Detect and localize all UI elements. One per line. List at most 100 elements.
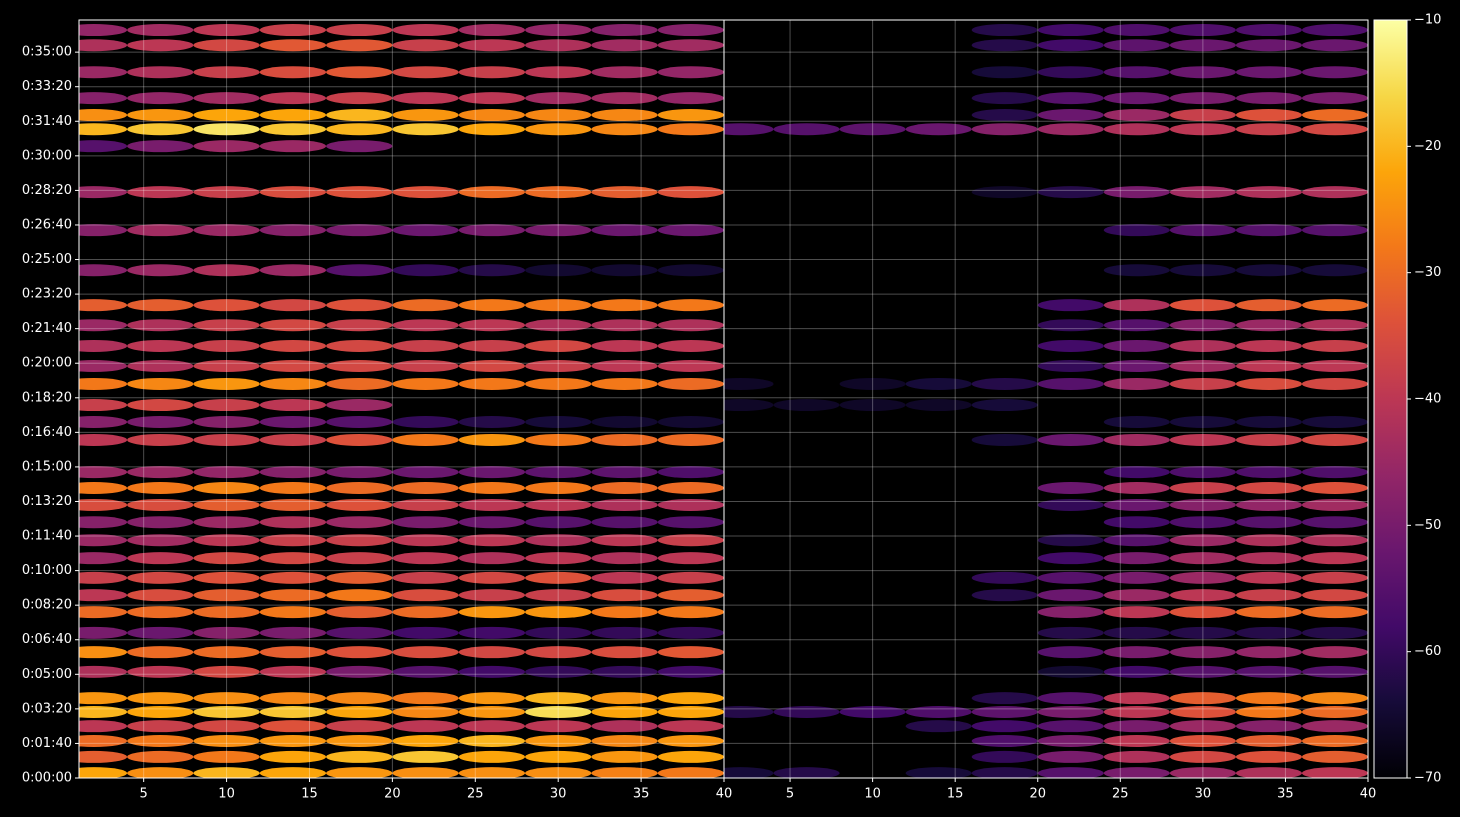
cell <box>127 186 194 199</box>
cell <box>1103 299 1170 312</box>
cell <box>971 750 1038 763</box>
cell <box>1037 606 1104 619</box>
cell <box>1103 646 1170 659</box>
cell <box>458 224 526 237</box>
cell <box>458 299 526 312</box>
cell <box>657 589 724 602</box>
cell <box>458 498 526 511</box>
cell <box>326 264 393 277</box>
cell <box>259 299 327 312</box>
cell <box>591 359 658 372</box>
cell <box>839 399 906 412</box>
cell <box>79 264 128 277</box>
cell <box>1037 109 1104 122</box>
cell <box>1169 606 1236 619</box>
cell <box>259 433 327 446</box>
cell <box>127 377 194 390</box>
cell <box>1037 665 1104 678</box>
cell <box>193 767 260 778</box>
cell <box>1235 109 1302 122</box>
cell <box>591 92 658 105</box>
y-tick-label: 0:06:40 <box>22 632 72 647</box>
cell <box>193 186 260 199</box>
cell <box>193 466 260 479</box>
cell <box>458 39 526 52</box>
cell <box>1169 433 1236 446</box>
cell <box>591 552 658 565</box>
cell <box>458 705 526 718</box>
cell <box>1169 646 1236 659</box>
cell <box>525 750 592 763</box>
cell <box>1169 224 1236 237</box>
cell <box>1103 606 1170 619</box>
cell <box>392 534 459 547</box>
cell <box>657 692 724 705</box>
cell <box>259 750 327 763</box>
cell <box>392 516 459 529</box>
cell <box>657 123 724 136</box>
cell <box>657 359 724 372</box>
y-tick-label: 0:20:00 <box>22 356 72 371</box>
cell <box>591 339 658 352</box>
cell <box>1103 534 1170 547</box>
y-tick-label: 0:16:40 <box>22 425 72 440</box>
cell <box>905 767 972 778</box>
cell <box>657 466 724 479</box>
cell <box>392 692 459 705</box>
cell <box>1169 534 1236 547</box>
cell <box>458 109 526 122</box>
cell <box>458 186 526 199</box>
cell <box>79 516 128 529</box>
cell <box>1301 39 1368 52</box>
cell <box>1301 299 1368 312</box>
cell <box>1103 589 1170 602</box>
cell <box>127 319 194 332</box>
panel-frame <box>723 19 1369 779</box>
cell <box>657 482 724 495</box>
cell <box>591 767 658 778</box>
cell <box>1235 224 1302 237</box>
x-tick-label: 25 <box>1112 787 1129 802</box>
cell <box>525 735 592 748</box>
colorbar-tick-label: −60 <box>1414 644 1441 659</box>
cell <box>591 750 658 763</box>
cell <box>657 750 724 763</box>
cell <box>525 498 592 511</box>
cell <box>1169 377 1236 390</box>
x-tick-label: 15 <box>947 787 964 802</box>
cell <box>657 24 724 37</box>
cell <box>1103 123 1170 136</box>
cell <box>458 377 526 390</box>
cell <box>1235 705 1302 718</box>
y-tick-label: 0:31:40 <box>22 114 72 129</box>
cell <box>1235 466 1302 479</box>
cell <box>127 626 194 639</box>
cell <box>392 224 459 237</box>
cell <box>1301 319 1368 332</box>
cell <box>1169 571 1236 584</box>
cell <box>1103 466 1170 479</box>
cell <box>1169 92 1236 105</box>
cell <box>259 264 327 277</box>
cell <box>259 66 327 79</box>
cell <box>1103 692 1170 705</box>
cell <box>259 552 327 565</box>
cell <box>1037 498 1104 511</box>
cell <box>127 415 194 428</box>
cell <box>392 482 459 495</box>
cell <box>259 399 327 412</box>
cell <box>259 415 327 428</box>
cell <box>657 319 724 332</box>
cell <box>392 720 459 733</box>
cell <box>1037 750 1104 763</box>
cell <box>1235 359 1302 372</box>
cell <box>392 415 459 428</box>
cell <box>773 123 840 136</box>
cell <box>127 466 194 479</box>
cell <box>1301 720 1368 733</box>
colorbar <box>1373 19 1408 779</box>
cell <box>259 767 327 778</box>
cell <box>193 264 260 277</box>
cell <box>971 767 1038 778</box>
cell <box>525 646 592 659</box>
